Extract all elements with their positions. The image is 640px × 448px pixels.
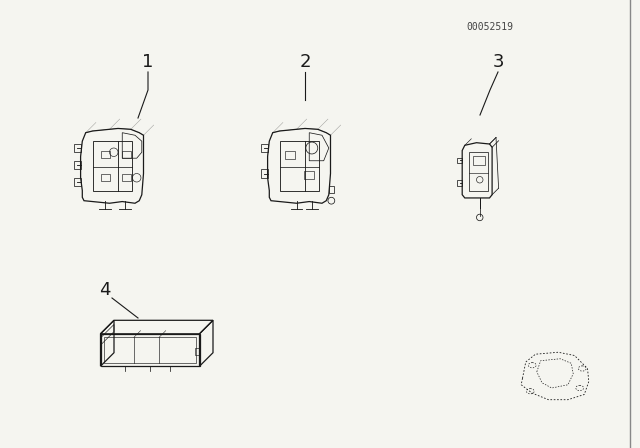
Bar: [101, 174, 109, 181]
Bar: [285, 151, 295, 159]
Bar: [74, 161, 81, 169]
Text: 3: 3: [492, 53, 504, 71]
Text: 1: 1: [142, 53, 154, 71]
Bar: [74, 178, 81, 186]
Bar: [473, 156, 485, 165]
Bar: [457, 181, 461, 185]
Bar: [457, 158, 461, 163]
Text: 2: 2: [300, 53, 311, 71]
Bar: [304, 171, 314, 180]
Text: 00052519: 00052519: [466, 22, 513, 32]
Bar: [101, 151, 109, 158]
Bar: [74, 144, 81, 152]
Bar: [122, 151, 131, 158]
Bar: [261, 169, 268, 178]
Bar: [122, 174, 131, 181]
Text: 4: 4: [99, 281, 111, 299]
Bar: [329, 186, 334, 193]
Bar: [195, 348, 200, 355]
Bar: [261, 144, 268, 152]
